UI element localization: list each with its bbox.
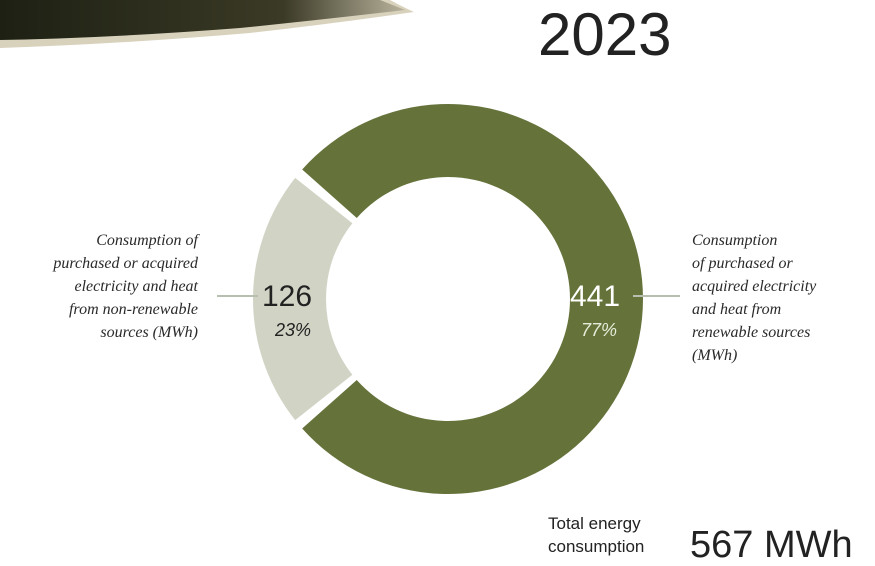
label-line: (MWh) [692, 347, 738, 364]
value-renewable: 441 [570, 280, 621, 313]
total-label-line: consumption [548, 537, 645, 556]
value-non-renewable: 126 [262, 280, 313, 313]
label-line: purchased or acquired [53, 255, 198, 272]
total-label-line: Total energy [548, 514, 641, 533]
label-line: sources (MWh) [100, 324, 198, 341]
label-line: renewable sources [692, 324, 811, 341]
label-line: and heat from [692, 301, 782, 318]
slice-renewable [302, 104, 644, 494]
total-label: Total energy consumption [548, 512, 678, 558]
leaf-shadow [0, 0, 405, 40]
label-line: from non-renewable [68, 301, 198, 318]
label-line: acquired electricity [692, 278, 817, 295]
slice-non-renewable [253, 177, 353, 421]
percent-non-renewable: 23% [275, 320, 312, 340]
year-heading: 2023 [538, 1, 672, 68]
total-value: 567 MWh [690, 524, 853, 566]
label-line: electricity and heat [74, 278, 198, 295]
label-renewable: Consumption of purchased or acquired ele… [692, 229, 867, 367]
label-non-renewable: Consumption of purchased or acquired ele… [10, 229, 198, 344]
label-line: of purchased or [692, 255, 793, 272]
percent-renewable: 77% [581, 320, 618, 340]
label-line: Consumption [692, 232, 778, 249]
label-line: Consumption of [96, 232, 198, 249]
